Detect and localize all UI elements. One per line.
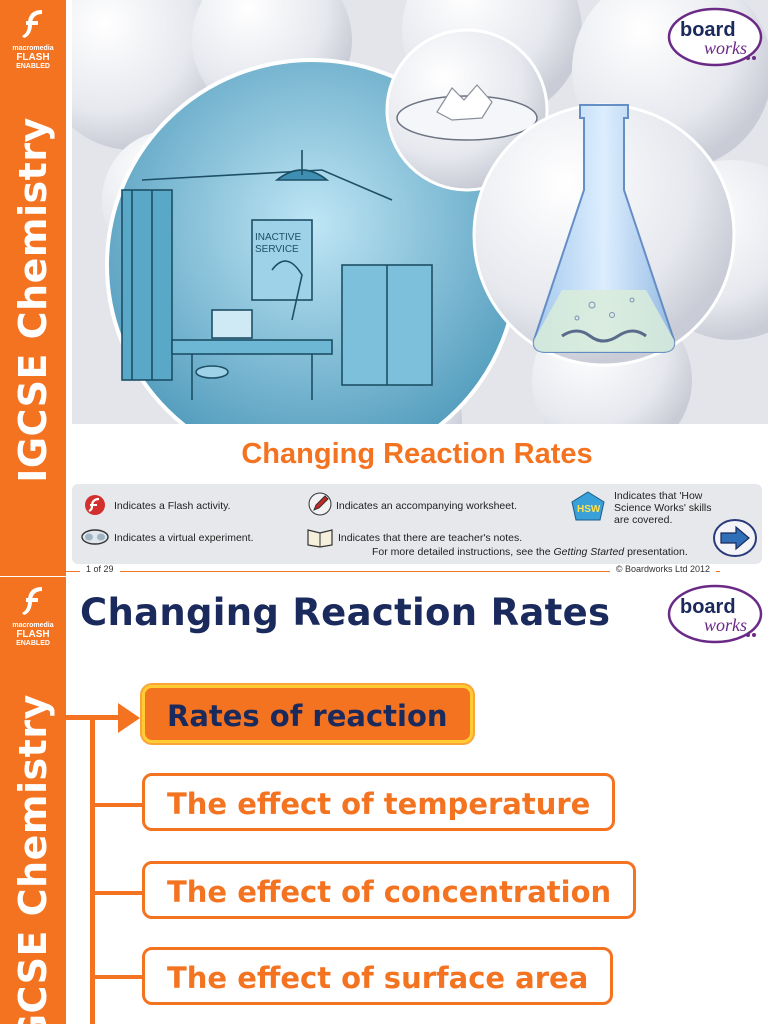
hero-art: INACTIVE SERVICE (72, 0, 768, 424)
poster-line1: INACTIVE (255, 232, 301, 243)
menu-rates-of-reaction[interactable]: Rates of reaction (142, 685, 473, 743)
flash-enabled-badge: macromedia FLASH ENABLED (5, 6, 61, 71)
badge-line1: macromedia (12, 45, 54, 52)
menu-slide: macromedia FLASH ENABLED IGCSE Chemistry… (0, 577, 768, 1024)
instructions-prefix: For more detailed instructions, see the (372, 546, 551, 558)
slide-title: Changing Reaction Rates (241, 438, 593, 470)
flash-enabled-badge: macromedia FLASH ENABLED (5, 583, 61, 648)
menu-effect-of-concentration[interactable]: The effect of concentration (142, 861, 637, 919)
instructions-note: For more detailed instructions, see the … (372, 546, 688, 558)
footer-rule (66, 571, 720, 572)
logo-line2: works (704, 615, 747, 635)
slide-main: INACTIVE SERVICE (66, 0, 768, 576)
legend-flash: Indicates a Flash activity. (114, 500, 231, 512)
sidebar-vertical-title: IGCSE Chemistry (11, 694, 55, 1024)
instructions-suffix: presentation. (627, 546, 688, 558)
tree-branch-3 (90, 891, 142, 895)
logo-line2: works (704, 38, 747, 58)
hero-illustration: INACTIVE SERVICE (72, 0, 768, 424)
next-slide-button[interactable] (712, 518, 758, 558)
sidebar: macromedia FLASH ENABLED IGCSE Chemistry (0, 0, 66, 576)
flash-logo-icon (22, 10, 42, 38)
boardworks-logo: board works (667, 7, 763, 67)
arrow-pointer-icon (118, 703, 140, 733)
badge-line3: ENABLED (16, 640, 50, 647)
legend-worksheet: Indicates an accompanying worksheet. (336, 500, 517, 512)
boardworks-logo: board works (667, 584, 763, 644)
copyright: © Boardworks Ltd 2012 (609, 564, 716, 574)
sidebar-vertical-title: IGCSE Chemistry (11, 117, 55, 483)
logo-line1: board (680, 19, 736, 41)
icon-legend: Indicates a Flash activity. Indicates a … (72, 484, 762, 564)
teacher-notes-book-icon (307, 529, 333, 548)
menu-effect-of-surface-area[interactable]: The effect of surface area (142, 947, 614, 1005)
flash-logo-icon (22, 587, 42, 615)
flash-activity-icon (85, 495, 105, 515)
logo-line1: board (680, 596, 736, 618)
poster-line2: SERVICE (255, 244, 299, 255)
hsw-badge-icon: HSW (571, 491, 605, 521)
badge-line3: ENABLED (16, 63, 50, 70)
legend-hsw: Indicates that 'How Science Works' skill… (614, 490, 712, 526)
goggles-icon (81, 529, 109, 545)
legend-hsw-line1: Indicates that 'How (614, 490, 703, 502)
legend-hsw-line3: are covered. (614, 514, 673, 526)
slide-title: Changing Reaction Rates (80, 591, 611, 634)
legend-experiment: Indicates a virtual experiment. (114, 532, 254, 544)
title-slide: macromedia FLASH ENABLED IGCSE Chemistry (0, 0, 768, 576)
tree-branch-2 (90, 803, 142, 807)
arrow-right-icon (720, 525, 750, 551)
page-number: 1 of 29 (80, 564, 120, 574)
tree-connector-vertical (90, 717, 95, 1024)
hsw-badge-text: HSW (577, 504, 601, 515)
badge-line1: macromedia (12, 622, 54, 629)
legend-notes: Indicates that there are teacher's notes… (338, 532, 523, 544)
badge-line2: FLASH (16, 52, 50, 63)
menu-effect-of-temperature[interactable]: The effect of temperature (142, 773, 616, 831)
worksheet-pencil-icon (308, 492, 332, 516)
legend-hsw-line2: Science Works' skills (614, 502, 712, 514)
getting-started-link[interactable]: Getting Started (553, 546, 625, 558)
tree-branch-4 (90, 975, 142, 979)
badge-line2: FLASH (16, 629, 50, 640)
slide-main: Changing Reaction Rates board works (66, 577, 768, 1024)
sidebar: macromedia FLASH ENABLED IGCSE Chemistry (0, 577, 66, 1024)
